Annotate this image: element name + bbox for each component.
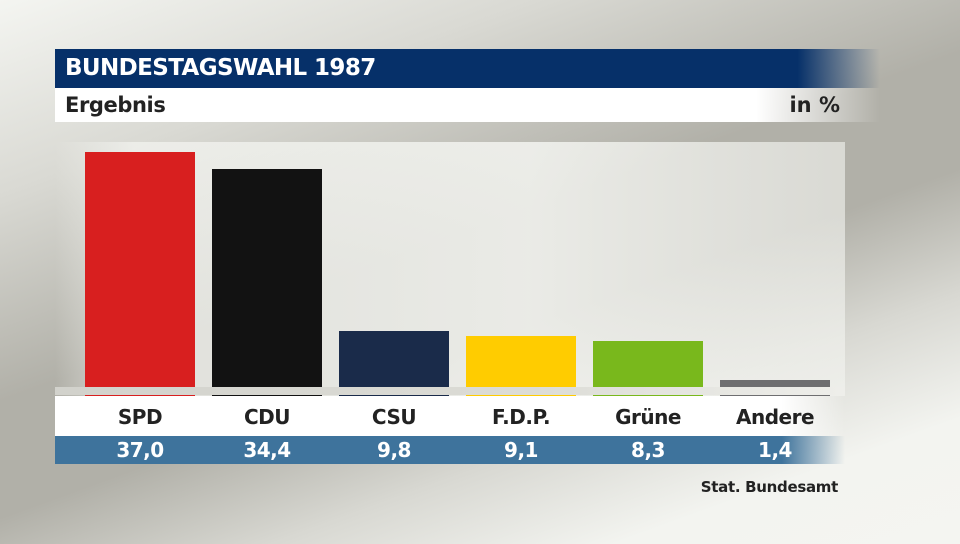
values-row: 37,0 34,4 9,8 9,1 8,3 1,4 bbox=[55, 436, 845, 464]
party-label: F.D.P. bbox=[491, 405, 551, 429]
party-label: CSU bbox=[371, 405, 417, 429]
plot-area bbox=[55, 142, 845, 396]
value-label: 1,4 bbox=[758, 438, 792, 462]
chart-subtitle: Ergebnis bbox=[65, 93, 166, 117]
bar-spd bbox=[85, 152, 195, 396]
baseline-band bbox=[55, 387, 845, 395]
bar-fdp bbox=[466, 336, 576, 396]
value-label: 9,8 bbox=[377, 438, 411, 462]
party-label: Andere bbox=[735, 405, 815, 429]
party-labels-row: SPD CDU CSU F.D.P. Grüne Andere bbox=[55, 396, 845, 436]
bar-grüne bbox=[593, 341, 703, 396]
chart-title: BUNDESTAGSWAHL 1987 bbox=[65, 55, 376, 81]
party-label: SPD bbox=[117, 405, 163, 429]
bar-cdu bbox=[212, 169, 322, 396]
unit-label: in % bbox=[789, 93, 840, 117]
value-label: 8,3 bbox=[631, 438, 665, 462]
value-label: 34,4 bbox=[243, 438, 291, 462]
party-label: CDU bbox=[243, 405, 291, 429]
value-label: 37,0 bbox=[116, 438, 164, 462]
bar-csu bbox=[339, 331, 449, 396]
value-label: 9,1 bbox=[504, 438, 538, 462]
party-label: Grüne bbox=[615, 405, 681, 429]
source-note: Stat. Bundesamt bbox=[700, 478, 839, 496]
subtitle-bar: Ergebnis in % bbox=[55, 88, 880, 122]
title-bar: BUNDESTAGSWAHL 1987 bbox=[55, 49, 880, 88]
